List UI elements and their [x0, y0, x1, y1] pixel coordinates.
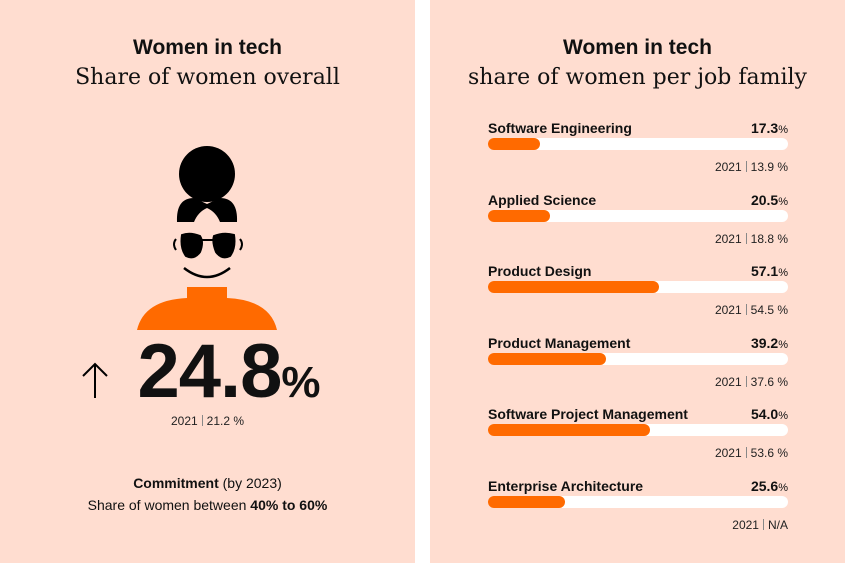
smile — [183, 267, 231, 279]
bar-value: 20.5% — [751, 192, 788, 210]
bar-track — [488, 138, 788, 150]
bar-value-unit: % — [778, 124, 788, 136]
bar-previous: 2021 37.6 % — [715, 375, 788, 389]
bar-previous: 2021 18.8 % — [715, 232, 788, 246]
bar-fill — [488, 496, 565, 508]
bar-track — [488, 281, 788, 294]
prev-value: 21.2 % — [206, 414, 245, 428]
orange-top — [137, 287, 277, 330]
separator — [745, 375, 747, 387]
left-title: Women in tech — [133, 36, 282, 59]
prev-year: 2021 — [714, 160, 742, 174]
prev-value: 13.9 % — [750, 160, 788, 174]
bar-value-number: 54.0 — [750, 406, 779, 423]
bar-value: 25.6% — [751, 478, 788, 496]
bar-row: Software Engineering 17.3% 2021 13.9 % — [488, 120, 788, 180]
bar-previous: 2021 54.5 % — [715, 303, 788, 317]
bar-track — [488, 209, 788, 222]
right-title: Women in tech — [563, 36, 712, 59]
separator — [745, 232, 747, 244]
prev-value: 37.6 % — [750, 374, 788, 389]
separator — [762, 519, 764, 530]
hair-bun — [179, 146, 235, 202]
bar-value-number: 20.5 — [750, 191, 779, 208]
bar-row: Product Design 57.1% 2021 54.5 % — [488, 263, 788, 323]
bar-label: Software Engineering — [488, 120, 632, 136]
bar-value-unit: % — [778, 195, 788, 208]
separator — [745, 447, 747, 459]
bar-value: 57.1% — [751, 263, 788, 281]
bar-label: Software Project Management — [488, 406, 688, 423]
bar-value-number: 39.2 — [750, 334, 779, 351]
bar-label: Product Design — [488, 263, 592, 280]
commitment-range: 40% to 60% — [250, 497, 328, 513]
prev-year: 2021 — [714, 303, 742, 318]
bar-row: Enterprise Architecture 25.6% 2021 N/A — [488, 478, 788, 538]
bar-row: Applied Science 20.5% 2021 18.8 % — [488, 192, 788, 252]
bar-value: 39.2% — [751, 335, 788, 353]
overall-value: 24.8% — [0, 334, 415, 410]
separator — [745, 161, 747, 172]
separator — [201, 415, 203, 426]
overall-number: 24.8 — [137, 329, 282, 414]
bar-value-number: 57.1 — [750, 263, 779, 280]
bar-track — [488, 424, 788, 437]
bar-fill — [488, 424, 650, 437]
bar-value-unit: % — [778, 267, 788, 280]
bar-value-number: 17.3 — [750, 120, 779, 136]
bar-previous: 2021 13.9 % — [715, 160, 788, 174]
left-subtitle: Share of women overall — [75, 65, 340, 90]
bar-track — [488, 496, 788, 508]
prev-year: 2021 — [732, 518, 759, 532]
bar-fill — [488, 138, 540, 150]
bar-value-unit: % — [778, 338, 788, 351]
ear-left — [173, 238, 177, 251]
commitment: Commitment (by 2023) Share of women betw… — [0, 472, 415, 516]
bar-label: Product Management — [488, 334, 631, 351]
bar-value: 54.0% — [751, 406, 788, 424]
overall-previous: 2021 21.2 % — [0, 414, 415, 428]
prev-value: N/A — [767, 518, 788, 532]
prev-value: 54.5 % — [750, 303, 788, 318]
bar-value-unit: % — [778, 482, 788, 494]
bar-track — [488, 352, 788, 365]
commitment-text: Share of women between — [87, 497, 251, 513]
prev-value: 53.6 % — [750, 446, 788, 461]
bar-value-number: 25.6 — [750, 478, 779, 494]
hair-bow — [176, 198, 238, 222]
bar-value: 17.3% — [751, 120, 788, 138]
bar-value-unit: % — [778, 410, 788, 423]
commitment-label: Commitment — [133, 475, 219, 491]
woman-illustration — [137, 146, 277, 330]
bar-label: Enterprise Architecture — [488, 478, 644, 494]
commitment-date: (by 2023) — [218, 475, 282, 491]
prev-value: 18.8 % — [750, 231, 788, 246]
arrow-up-icon — [82, 362, 108, 398]
bar-label: Applied Science — [488, 191, 597, 208]
overall-unit: % — [281, 358, 320, 407]
bar-previous: 2021 N/A — [732, 518, 788, 532]
job-family-panel: Women in tech share of women per job fam… — [430, 0, 845, 563]
sunglasses — [180, 232, 236, 259]
bar-previous: 2021 53.6 % — [715, 446, 788, 460]
ear-right — [239, 238, 243, 251]
bar-fill — [488, 209, 550, 222]
prev-year: 2021 — [714, 231, 742, 246]
prev-year: 2021 — [714, 446, 742, 461]
bar-fill — [488, 281, 660, 294]
prev-year: 2021 — [170, 414, 198, 428]
separator — [745, 304, 747, 316]
overall-panel: Women in tech Share of women overall 24.… — [0, 0, 415, 563]
bar-row: Product Management 39.2% 2021 37.6 % — [488, 335, 788, 395]
bar-row: Software Project Management 54.0% 2021 53… — [488, 406, 788, 466]
prev-year: 2021 — [714, 374, 742, 389]
bar-fill — [488, 352, 606, 365]
right-subtitle: share of women per job family — [468, 65, 807, 90]
